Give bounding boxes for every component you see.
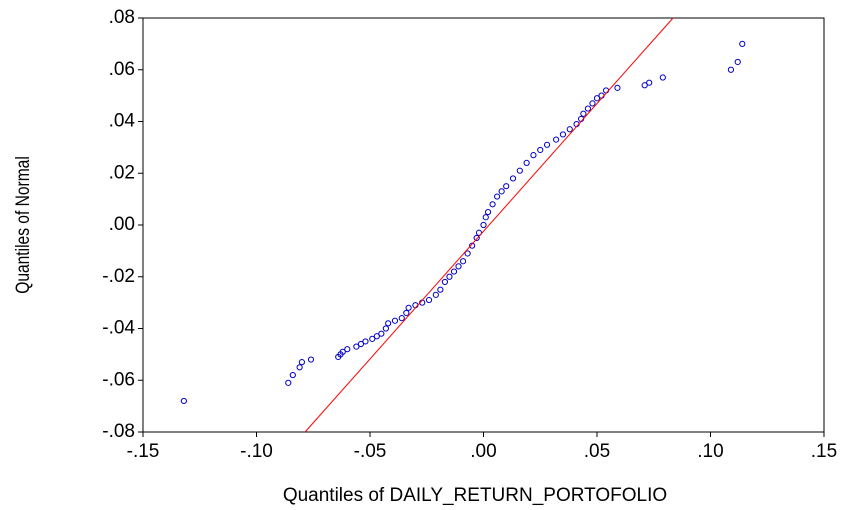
quantile-point — [180, 397, 187, 405]
plot-frame — [142, 17, 825, 433]
quantile-point — [446, 273, 453, 280]
quantile-point — [489, 201, 496, 208]
quantile-point — [598, 92, 605, 99]
quantile-point — [441, 278, 449, 286]
quantile-point — [450, 268, 458, 275]
x-tick-label: .10 — [697, 441, 723, 462]
quantile-point — [362, 338, 369, 345]
quantile-point — [432, 291, 439, 298]
quantile-point — [369, 335, 376, 342]
quantile-point — [339, 348, 346, 355]
quantile-point — [537, 146, 544, 154]
x-tick-label: -.05 — [354, 441, 387, 462]
quantile-point — [373, 333, 380, 340]
quantile-point — [398, 315, 405, 322]
y-tick-label: .06 — [109, 59, 135, 80]
quantile-point — [391, 317, 399, 324]
quantile-point — [298, 359, 305, 366]
quantile-point — [484, 208, 492, 216]
x-tick-label: .05 — [584, 441, 610, 462]
quantile-point — [739, 40, 746, 47]
quantile-point — [289, 371, 296, 379]
quantile-point — [734, 58, 741, 66]
y-tick-label: .02 — [109, 162, 135, 183]
quantile-point — [482, 214, 489, 221]
x-tick-label: -.15 — [127, 441, 160, 462]
quantile-point — [584, 105, 592, 112]
x-tick-label: -.10 — [240, 441, 273, 462]
quantile-point — [580, 110, 587, 117]
quantile-point — [459, 258, 467, 265]
y-axis-title: Quantiles of Normal — [12, 156, 34, 294]
quantile-point — [727, 66, 735, 73]
quantile-point — [403, 309, 410, 317]
quantile-point — [480, 221, 487, 229]
y-tick-label: -.06 — [102, 369, 135, 390]
y-tick-label: .04 — [109, 111, 136, 132]
y-tick-label: .08 — [109, 7, 135, 28]
quantile-point — [385, 320, 392, 327]
y-tick-label: -.04 — [102, 318, 135, 339]
quantile-point — [646, 79, 653, 86]
quantile-point — [530, 152, 537, 159]
x-tick-label: .00 — [470, 441, 496, 462]
quantile-point — [593, 95, 601, 102]
quantile-point — [405, 304, 412, 311]
quantile-point — [353, 343, 360, 350]
quantile-point — [382, 325, 389, 332]
quantile-point — [425, 296, 433, 304]
quantile-point — [641, 82, 648, 89]
quantile-point — [378, 330, 385, 337]
x-axis-title: Quantiles of DAILY_RETURN_PORTOFOLIO — [283, 485, 667, 506]
quantile-point — [589, 100, 596, 107]
quantile-point — [285, 379, 292, 386]
y-tick-label: .00 — [109, 214, 135, 235]
quantile-point — [307, 356, 315, 363]
quantile-point — [455, 263, 462, 270]
quantile-point — [559, 131, 567, 138]
quantile-point — [543, 141, 551, 148]
quantile-point — [659, 74, 666, 81]
quantile-point — [494, 193, 501, 200]
quantile-point — [469, 242, 476, 249]
quantile-point — [498, 188, 505, 195]
quantile-point — [464, 250, 471, 257]
quantile-point — [566, 126, 573, 133]
x-tick-label: .15 — [811, 441, 837, 462]
quantile-point — [296, 364, 303, 371]
quantile-point — [614, 84, 621, 91]
quantile-point — [516, 167, 523, 174]
quantile-point — [602, 87, 610, 94]
quantile-point — [473, 234, 480, 242]
quantile-point — [344, 346, 351, 353]
y-tick-label: -.02 — [102, 266, 135, 287]
reference-line — [304, 17, 674, 433]
quantile-point — [509, 175, 517, 182]
quantile-point — [357, 340, 365, 348]
quantile-point — [437, 286, 444, 293]
quantile-point — [553, 136, 560, 143]
quantile-point — [503, 183, 510, 190]
y-tick-label: -.08 — [102, 421, 135, 442]
quantile-point — [523, 159, 530, 166]
